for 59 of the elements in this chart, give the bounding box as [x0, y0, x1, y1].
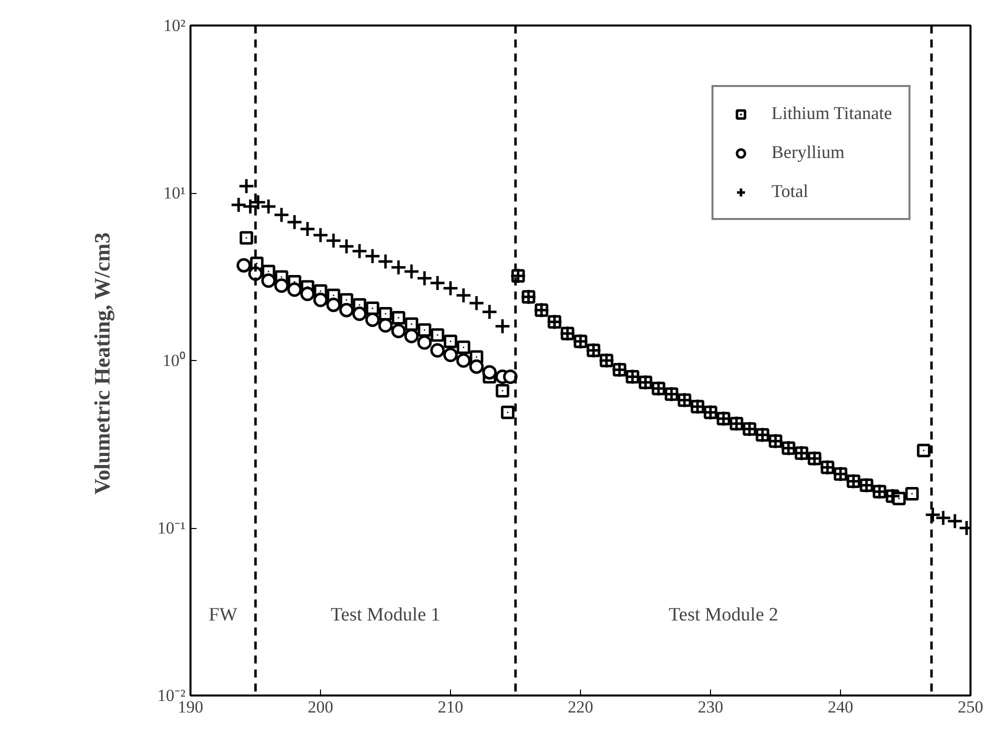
point [238, 178, 255, 194]
point [404, 328, 419, 344]
point [300, 286, 315, 302]
point [456, 353, 471, 368]
point [286, 214, 303, 230]
point [364, 248, 381, 264]
point [416, 270, 433, 286]
x-tick-label: 230 [698, 698, 724, 716]
annotation: FW [208, 604, 238, 626]
y-tick-label: 10² [163, 16, 186, 35]
point [261, 273, 276, 288]
point [482, 365, 497, 380]
point [338, 238, 355, 255]
point [325, 232, 342, 249]
y-axis-title: Volumetric Heating, W/cm3 [89, 232, 114, 495]
point [312, 226, 329, 244]
x-tick-label: 210 [438, 698, 464, 716]
point [299, 220, 316, 238]
point [313, 292, 328, 308]
point [230, 196, 247, 214]
annotation: Test Module 1 [330, 604, 440, 626]
annotation: Test Module 2 [668, 604, 778, 626]
point [352, 306, 367, 322]
x-tick-label: 250 [958, 698, 984, 716]
x-tick-label: 220 [568, 698, 594, 716]
point [339, 302, 354, 318]
legend-label: Lithium Titanate [771, 103, 892, 124]
x-tick-label: 240 [828, 698, 854, 716]
point [287, 282, 302, 297]
point [390, 259, 407, 276]
point [934, 510, 952, 526]
y-tick-label: 10⁰ [162, 351, 186, 370]
point [494, 318, 511, 335]
point [273, 206, 290, 224]
point [236, 258, 252, 273]
point [326, 298, 341, 312]
y-tick-label: 10⁻¹ [157, 518, 186, 538]
point [443, 348, 458, 362]
point [503, 369, 518, 384]
point [260, 198, 277, 215]
point [391, 324, 406, 338]
point [481, 304, 498, 320]
point [403, 263, 420, 280]
legend-label: Beryllium [771, 142, 844, 163]
point [430, 343, 445, 358]
point [924, 506, 942, 523]
point [455, 287, 472, 304]
point [351, 242, 368, 260]
point [469, 359, 484, 374]
point [274, 278, 289, 293]
point [417, 335, 432, 350]
point [946, 512, 964, 530]
point [468, 294, 485, 312]
point [442, 280, 459, 296]
point [429, 274, 446, 292]
x-tick-label: 200 [308, 698, 334, 716]
legend-label: Total [771, 181, 808, 202]
y-tick-label: 10¹ [163, 184, 186, 202]
point [377, 253, 394, 270]
